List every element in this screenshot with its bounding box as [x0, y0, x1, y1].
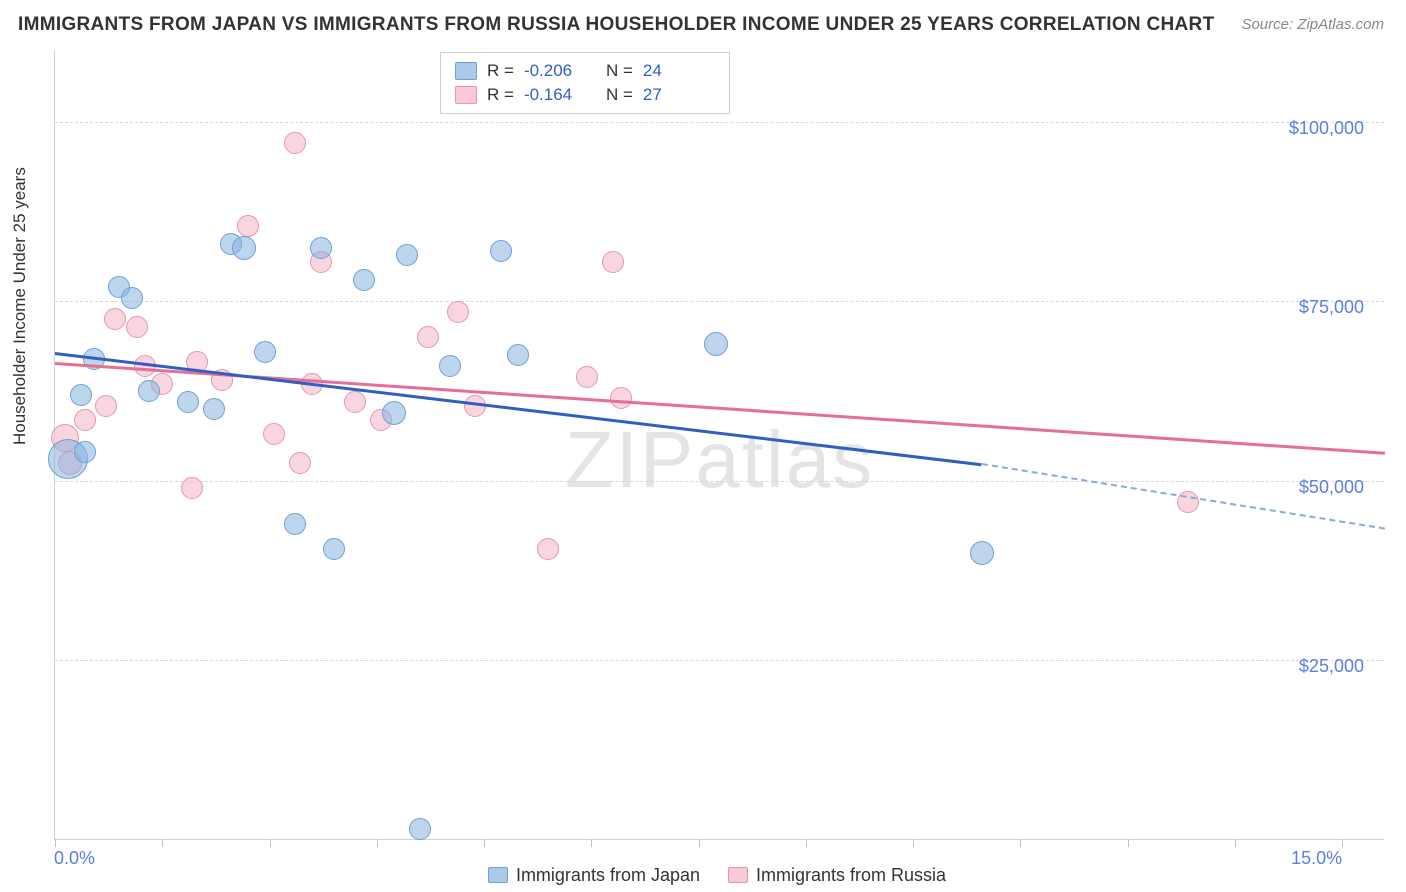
data-point [344, 391, 366, 413]
x-tick [270, 839, 271, 847]
x-tick [377, 839, 378, 847]
legend-swatch [455, 62, 477, 80]
legend-r-label: R = [487, 85, 514, 105]
x-tick [484, 839, 485, 847]
data-point [254, 341, 276, 363]
data-point [177, 391, 199, 413]
x-tick [806, 839, 807, 847]
x-tick-label: 0.0% [54, 848, 95, 869]
legend-r-value: -0.164 [524, 85, 596, 105]
data-point [447, 301, 469, 323]
data-point [310, 237, 332, 259]
legend-r-label: R = [487, 61, 514, 81]
x-tick [1342, 839, 1343, 847]
x-tick [1235, 839, 1236, 847]
data-point [95, 395, 117, 417]
y-tick-label: $50,000 [1244, 477, 1364, 498]
legend-row: R = -0.206 N = 24 [455, 59, 715, 83]
legend-n-label: N = [606, 61, 633, 81]
legend-series-label: Immigrants from Russia [756, 865, 946, 885]
x-tick [591, 839, 592, 847]
data-point [439, 355, 461, 377]
data-point [396, 244, 418, 266]
legend-n-label: N = [606, 85, 633, 105]
legend-series-label: Immigrants from Japan [516, 865, 700, 885]
legend-n-value: 24 [643, 61, 715, 81]
x-tick-label: 15.0% [1291, 848, 1342, 869]
data-point [289, 452, 311, 474]
data-point [323, 538, 345, 560]
data-point [126, 316, 148, 338]
gridline [55, 122, 1384, 123]
gridline [55, 660, 1384, 661]
y-axis-title: Householder Income Under 25 years [10, 167, 30, 445]
data-point [382, 401, 406, 425]
data-point [203, 398, 225, 420]
legend-correlation: R = -0.206 N = 24 R = -0.164 N = 27 [440, 52, 730, 114]
data-point [507, 344, 529, 366]
legend-r-value: -0.206 [524, 61, 596, 81]
data-point [353, 269, 375, 291]
x-tick [699, 839, 700, 847]
gridline [55, 481, 1384, 482]
data-point [602, 251, 624, 273]
legend-row: R = -0.164 N = 27 [455, 83, 715, 107]
watermark: ZIPatlas [565, 414, 874, 506]
y-tick-label: $100,000 [1244, 118, 1364, 139]
plot-area: ZIPatlas $25,000 $50,000 $75,000 $100,000 [54, 50, 1384, 840]
source-label: Source: ZipAtlas.com [1241, 16, 1384, 33]
data-point [104, 308, 126, 330]
data-point [232, 236, 256, 260]
x-tick [1020, 839, 1021, 847]
data-point [263, 423, 285, 445]
legend-swatch [488, 867, 508, 883]
legend-series: Immigrants from Japan Immigrants from Rus… [0, 865, 1406, 886]
x-tick [913, 839, 914, 847]
x-tick [162, 839, 163, 847]
y-tick-label: $25,000 [1244, 656, 1364, 677]
legend-n-value: 27 [643, 85, 715, 105]
chart-title: IMMIGRANTS FROM JAPAN VS IMMIGRANTS FROM… [18, 14, 1214, 36]
data-point [537, 538, 559, 560]
legend-swatch [455, 86, 477, 104]
data-point [284, 513, 306, 535]
y-tick-label: $75,000 [1244, 297, 1364, 318]
data-point [409, 818, 431, 840]
data-point [284, 132, 306, 154]
data-point [417, 326, 439, 348]
data-point [74, 409, 96, 431]
data-point [610, 387, 632, 409]
data-point [74, 441, 96, 463]
data-point [121, 287, 143, 309]
data-point [970, 541, 994, 565]
data-point [704, 332, 728, 356]
gridline [55, 301, 1384, 302]
data-point [181, 477, 203, 499]
x-tick [1128, 839, 1129, 847]
data-point [237, 215, 259, 237]
x-tick [55, 839, 56, 847]
legend-swatch [728, 867, 748, 883]
data-point [490, 240, 512, 262]
data-point [70, 384, 92, 406]
data-point [138, 380, 160, 402]
data-point [576, 366, 598, 388]
